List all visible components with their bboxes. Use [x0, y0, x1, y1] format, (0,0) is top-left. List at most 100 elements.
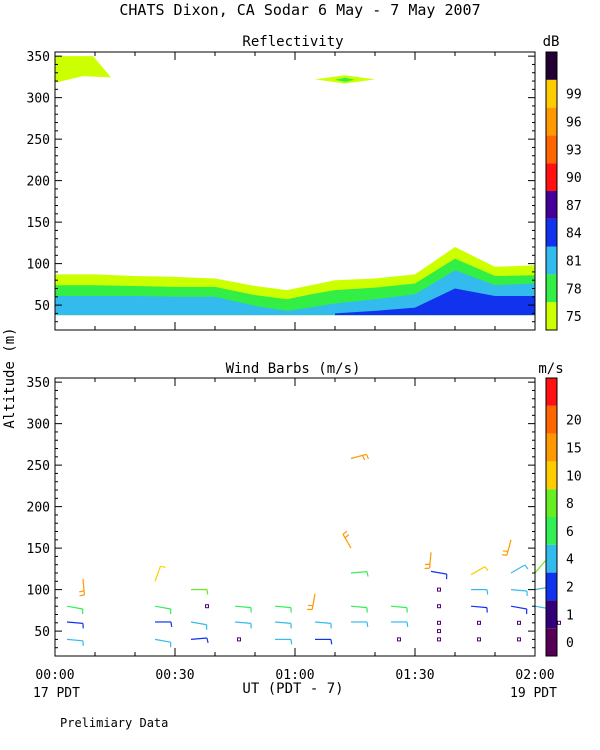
wind-barb	[234, 605, 252, 613]
calm-marker	[437, 629, 441, 634]
wind-colorbar-swatch	[546, 600, 557, 629]
calm-marker	[517, 637, 521, 642]
reflectivity-patch	[55, 56, 111, 83]
wind-colorbar-swatch	[546, 628, 557, 656]
wind-barb-staff	[506, 539, 512, 556]
reflectivity-colorbar-label: 87	[566, 199, 582, 214]
wind-colorbar-swatch	[546, 517, 557, 545]
wind-barb-staff	[470, 605, 487, 609]
wind-barb-staff	[342, 533, 352, 549]
wind-barb-flag	[406, 621, 409, 628]
wind-colorbar-swatch	[546, 405, 557, 434]
reflectivity-y-axis: 50 100 150 200 250 300 350	[27, 50, 535, 323]
wind-barb	[154, 638, 172, 648]
reflectivity-x-axis	[54, 52, 536, 330]
reflectivity-colorbar-frame	[545, 51, 558, 331]
y-tick-label: 50	[34, 299, 50, 314]
wind-barb	[191, 589, 209, 595]
wind-barb	[470, 566, 489, 576]
y-tick-label: 300	[27, 418, 50, 433]
wind-barbs-title: Wind Barbs (m/s)	[226, 361, 361, 377]
reflectivity-colorbar-label: 99	[566, 88, 582, 103]
wind-barb	[154, 565, 166, 582]
wind-barb-flag	[501, 554, 507, 556]
calm-marker	[477, 637, 481, 642]
wind-barb-staff	[390, 605, 407, 609]
wind-barb	[66, 605, 84, 615]
wind-barb	[510, 564, 529, 574]
wind-barb-flag	[366, 571, 369, 577]
wind-barb-staff	[314, 621, 331, 624]
wind-barb-staff	[190, 637, 207, 641]
reflectivity-colorbar-swatch	[546, 274, 557, 303]
wind-barb	[154, 605, 172, 615]
wind-barb-flag	[342, 530, 348, 535]
wind-barb	[190, 637, 209, 644]
wind-barb-staff	[350, 605, 367, 609]
wind-barb-staff	[510, 589, 527, 592]
wind-barb	[350, 571, 369, 577]
wind-barb	[390, 605, 408, 613]
wind-barb-staff	[311, 593, 316, 610]
wind-barb-staff	[350, 453, 367, 460]
reflectivity-title: Reflectivity	[242, 34, 343, 50]
wind-barb	[351, 621, 369, 628]
wind-barb	[155, 621, 173, 628]
reflectivity-colorbar-swatch	[546, 135, 557, 164]
wind-barb-staff	[274, 621, 291, 624]
wind-y-axis: 50 100 150 200 250 300 350	[27, 376, 535, 649]
wind-barb-staff	[510, 564, 526, 574]
wind-barb	[190, 621, 208, 630]
wind-barbs	[66, 453, 561, 648]
reflectivity-colorbar-label: 96	[566, 116, 582, 131]
y-tick-label: 350	[27, 50, 50, 65]
wind-barb	[342, 530, 352, 549]
wind-barb	[66, 621, 84, 629]
wind-colorbar-swatch	[546, 378, 557, 406]
wind-barb	[66, 638, 84, 646]
wind-plot-frame	[54, 377, 536, 657]
wind-colorbar: 0 1 2 4 6 8 10 15 20	[545, 377, 582, 657]
wind-barb-flag	[362, 455, 366, 461]
reflectivity-colorbar-swatch	[546, 302, 557, 330]
wind-colorbar-swatch	[546, 572, 557, 601]
wind-colorbar-label: 20	[566, 414, 582, 429]
reflectivity-colorbar-label: 81	[566, 255, 582, 270]
wind-barb-flag	[206, 589, 209, 595]
wind-barb-flag	[365, 454, 369, 460]
preliminary-note: Prelimiary Data	[60, 716, 168, 730]
reflectivity-colorbar-swatch	[546, 107, 557, 136]
x-tick-label: 01:30	[395, 668, 434, 683]
reflectivity-contour-84	[335, 288, 535, 316]
wind-barb-staff	[66, 605, 83, 610]
wind-barb	[79, 578, 85, 597]
reflectivity-colorbar-unit: dB	[543, 34, 560, 50]
wind-barb-staff	[429, 552, 432, 569]
wind-colorbar-frame	[545, 377, 558, 657]
y-tick-label: 350	[27, 376, 50, 391]
wind-x-axis: 00:00 00:30 01:00 01:30 02:00	[35, 378, 555, 683]
wind-colorbar-unit: m/s	[538, 361, 563, 377]
wind-barb-staff	[350, 571, 367, 574]
wind-barb	[315, 638, 333, 645]
reflectivity-colorbar-label: 93	[566, 143, 582, 158]
wind-barb	[274, 605, 292, 613]
right-date-label: 19 PDT	[510, 686, 557, 701]
wind-colorbar-swatch	[546, 544, 557, 573]
wind-barb	[314, 621, 332, 629]
calm-marker	[477, 620, 481, 625]
wind-barb	[350, 605, 368, 613]
wind-barb-flag	[79, 594, 85, 597]
figure-title: CHATS Dixon, CA Sodar 6 May - 7 May 2007	[119, 1, 480, 19]
reflectivity-colorbar-label: 84	[566, 227, 582, 242]
wind-barb	[430, 570, 448, 580]
wind-barb	[510, 605, 528, 615]
reflectivity-colorbar-swatch	[546, 79, 557, 108]
y-tick-label: 250	[27, 133, 50, 148]
reflectivity-colorbar-label: 75	[566, 310, 582, 325]
calm-marker	[437, 637, 441, 642]
calm-marker	[557, 620, 561, 625]
reflectivity-contour-81	[55, 270, 535, 316]
